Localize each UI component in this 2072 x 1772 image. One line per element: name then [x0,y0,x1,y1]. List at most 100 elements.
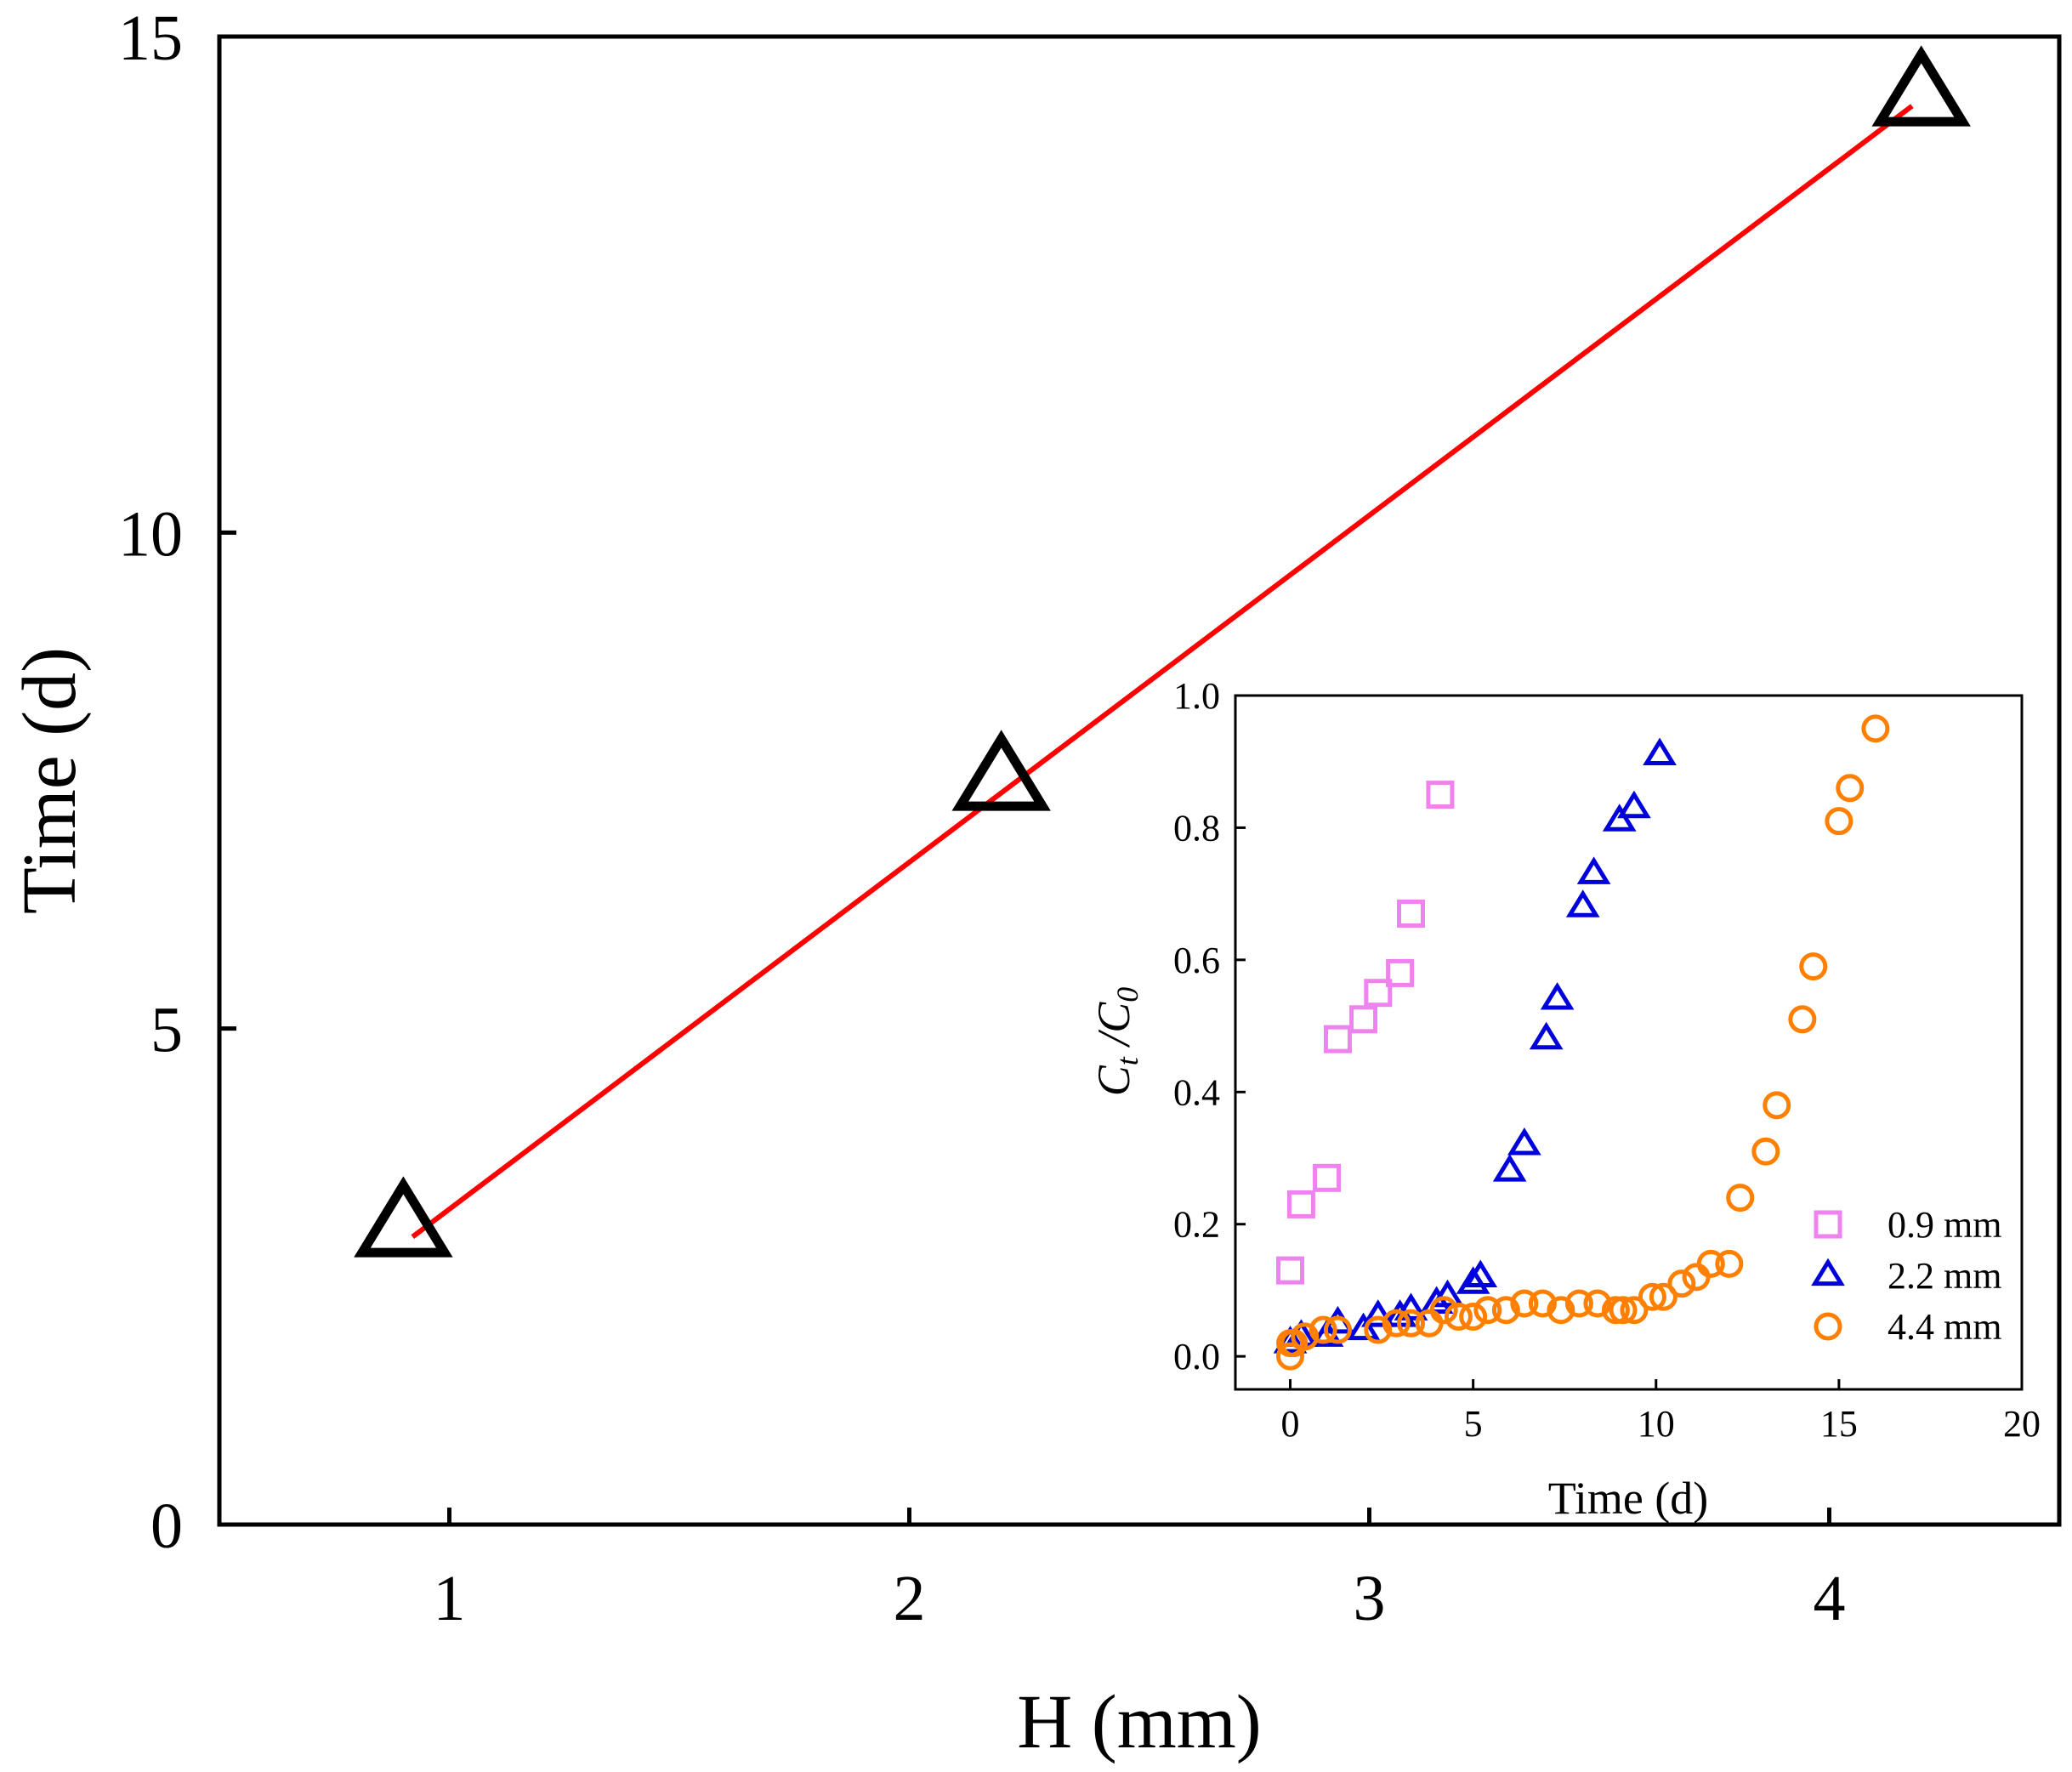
inset-point-2-2mm-15 [1540,982,1575,1010]
inset-plot-frame [1234,694,2024,1391]
inset-legend: 0.9 mm 2.2 mm 4.4 mm [1811,1204,2001,1348]
legend-label-2: 4.4 mm [1888,1306,2001,1348]
inset-point-4-4mm-33 [1799,952,1828,981]
inset-point-4-4mm-22 [1620,1296,1649,1325]
inset-point-4-4mm-11 [1444,1303,1473,1332]
main-y-axis-title: Time (d) [8,647,92,914]
inset-point-2-2mm-14 [1529,1021,1564,1050]
inset-y-tick-label-1: 0.2 [1173,1204,1220,1246]
inset-point-0-9mm-2 [1313,1163,1342,1192]
inset-point-4-4mm-35 [1836,774,1865,803]
main-y-tick-label-1: 5 [150,995,183,1066]
main-y-tick-label-2: 10 [118,498,183,570]
inset-point-4-4mm-6 [1364,1315,1393,1344]
inset-point-0-9mm-3 [1323,1025,1352,1054]
inset-y-title-c: C [1088,1065,1139,1096]
inset-point-2-2mm-13 [1507,1127,1541,1156]
inset-point-0-9mm-7 [1397,899,1426,928]
inset-points [1273,714,1890,1371]
main-x-tick-label-1: 2 [894,1563,926,1634]
main-point-1 [951,730,1051,811]
inset-point-4-4mm-0 [1276,1342,1305,1371]
inset-point-4-4mm-17 [1547,1296,1575,1325]
main-x-axis-title: H (mm) [1017,1680,1261,1764]
inset-x-tick-label-1: 5 [1464,1403,1483,1445]
main-fit-line-group [411,104,1914,1240]
main-y-tick-label-3: 15 [118,3,183,74]
legend-marker-0 [1814,1210,1842,1239]
main-x-tick-label-2: 3 [1354,1563,1386,1634]
inset-x-tick-label-3: 15 [1820,1403,1858,1445]
inset-point-2-2mm-9 [1430,1279,1465,1308]
inset-point-4-4mm-32 [1788,1005,1817,1034]
inset-point-2-2mm-5 [1360,1299,1395,1327]
inset-y-title-sub-0: 0 [1110,987,1144,1002]
inset-point-2-2mm-20 [1643,737,1677,766]
inset-ticks: 0 5 10 15 20 0.0 0.2 0.4 0.6 0.8 1.0 [1173,675,2041,1445]
inset-point-4-4mm-27 [1696,1249,1725,1278]
inset-point-4-4mm-29 [1726,1184,1755,1213]
inset-point-4-4mm-5 [1323,1315,1352,1344]
inset-point-4-4mm-34 [1825,807,1853,836]
main-points [354,45,1971,1258]
inset-point-4-4mm-23 [1638,1282,1666,1311]
inset-point-4-4mm-18 [1564,1289,1593,1318]
inset-background [1235,696,2022,1389]
inset-point-4-4mm-4 [1308,1315,1337,1344]
inset-point-2-2mm-11 [1463,1259,1498,1287]
legend-label-1: 2.2 mm [1888,1255,2001,1297]
inset-point-4-4mm-36 [1861,714,1890,743]
main-plot-frame [217,34,2062,1527]
inset-point-4-4mm-31 [1763,1091,1791,1120]
main-fit-line [411,104,1914,1240]
legend-label-0: 0.9 mm [1888,1204,2001,1246]
inset-point-0-9mm-1 [1286,1190,1315,1218]
inset-point-0-9mm-8 [1426,781,1455,809]
inset-point-0-9mm-5 [1364,979,1393,1008]
main-point-0 [354,1176,453,1258]
inset-point-4-4mm-7 [1382,1309,1411,1338]
inset-point-2-2mm-17 [1576,856,1611,884]
inset-point-4-4mm-24 [1649,1282,1677,1311]
inset-point-0-9mm-6 [1386,958,1415,987]
inset-point-2-2mm-4 [1346,1312,1381,1341]
inset-point-4-4mm-14 [1491,1296,1520,1325]
inset-y-tick-label-0: 0.0 [1173,1336,1220,1377]
inset-point-4-4mm-8 [1397,1309,1426,1338]
inset-y-tick-label-2: 0.4 [1173,1071,1220,1113]
inset-x-tick-label-0: 0 [1281,1403,1300,1445]
main-x-tick-label-0: 1 [434,1563,466,1634]
main-x-tick-label-3: 4 [1814,1563,1846,1634]
inset-x-axis-title: Time (d) [1548,1473,1709,1524]
inset-y-title-sub-t: t [1110,1056,1144,1065]
inset-point-4-4mm-30 [1751,1137,1780,1166]
inset-point-4-4mm-16 [1528,1289,1557,1318]
inset-point-4-4mm-10 [1429,1296,1458,1325]
inset-point-4-4mm-25 [1667,1269,1696,1298]
main-point-2 [1871,45,1971,127]
inset-x-tick-label-2: 10 [1638,1403,1675,1445]
inset-y-title-slash-c: /C [1088,1002,1139,1058]
inset-point-2-2mm-7 [1394,1292,1428,1320]
inset-point-2-2mm-10 [1456,1266,1490,1294]
inset-point-4-4mm-15 [1510,1289,1539,1318]
inset-y-tick-label-5: 1.0 [1173,675,1220,717]
inset-point-2-2mm-12 [1492,1154,1527,1182]
main-ticks: 1 2 3 4 0 5 10 15 [118,3,1846,1634]
main-y-tick-label-0: 0 [150,1491,183,1562]
inset-point-4-4mm-13 [1473,1296,1502,1325]
inset-point-4-4mm-3 [1291,1322,1320,1351]
legend-marker-1 [1811,1258,1845,1286]
inset-point-4-4mm-21 [1609,1296,1638,1325]
inset-point-2-2mm-19 [1617,790,1651,819]
inset-y-tick-label-3: 0.6 [1173,940,1220,981]
inset-point-2-2mm-16 [1565,889,1600,917]
inset-point-4-4mm-28 [1715,1249,1744,1278]
inset-x-tick-label-4: 20 [2003,1403,2041,1445]
inset-point-0-9mm-4 [1349,1005,1378,1034]
inset-point-4-4mm-12 [1459,1303,1488,1332]
legend-marker-2 [1814,1312,1842,1341]
inset-point-4-4mm-19 [1583,1289,1612,1318]
